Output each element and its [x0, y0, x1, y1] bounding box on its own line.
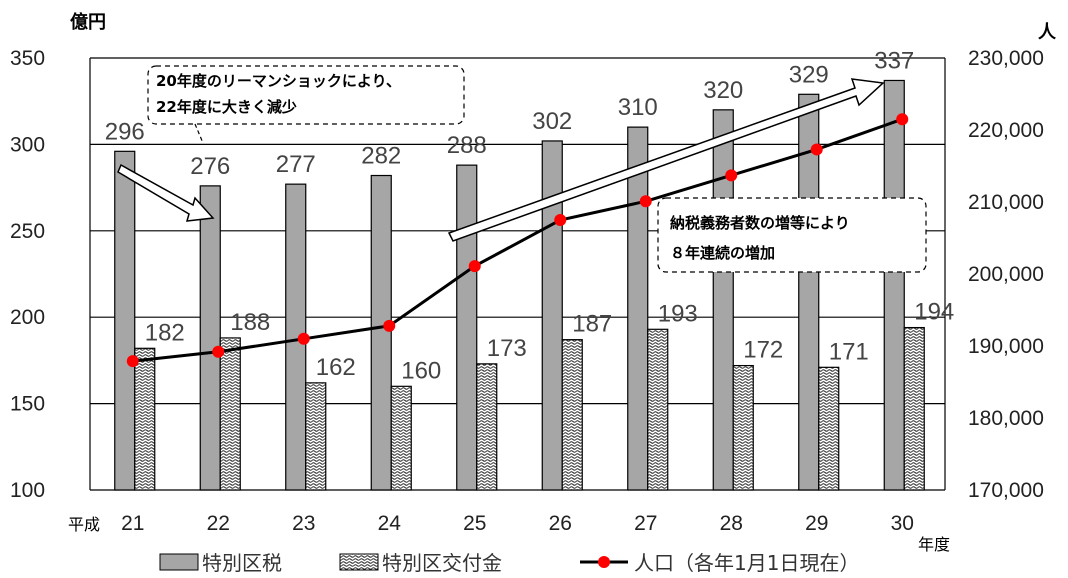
bar-grant	[305, 382, 327, 491]
x-tick-label: 23	[292, 512, 315, 535]
bar-grant	[647, 328, 669, 491]
bar-tax-label: 320	[703, 77, 743, 104]
decrease-arrow	[117, 163, 215, 222]
bar-grant-label: 173	[487, 335, 527, 362]
right-tick-label: 190,000	[968, 335, 1044, 358]
x-tick-label: 21	[121, 512, 144, 535]
bar-grant	[476, 363, 498, 491]
legend-marker-population	[598, 556, 610, 568]
bar-tax-label: 337	[874, 47, 914, 74]
left-tick-label: 100	[10, 479, 45, 502]
x-tick-label: 22	[207, 512, 230, 535]
legend-swatch-grant	[339, 553, 379, 571]
bar-grant-label: 194	[914, 299, 954, 326]
legend-label-population: 人口（各年1月1日現在）	[634, 551, 859, 575]
legend-label-grant: 特別区交付金	[382, 551, 502, 575]
bar-tax-label: 302	[532, 108, 572, 135]
callout-increase-line1: 納税義務者数の増等により	[670, 214, 850, 232]
left-tick-label: 300	[10, 133, 45, 156]
right-axis-ticks: 170,000 180,000 190,000 200,000 210,000 220,0…	[968, 47, 1044, 502]
population-point	[212, 345, 225, 358]
bar-grant-label: 162	[316, 354, 356, 381]
legend: 特別区税 特別区交付金 人口（各年1月1日現在）	[159, 551, 859, 575]
bar-tax	[456, 164, 478, 491]
bar-tax	[114, 150, 136, 491]
bar-grant-label: 172	[743, 337, 783, 364]
bar-grant-label: 171	[829, 338, 869, 365]
left-tick-label: 350	[10, 47, 45, 70]
population-point	[126, 355, 139, 368]
left-tick-label: 200	[10, 306, 45, 329]
left-tick-label: 150	[10, 393, 45, 416]
bars	[114, 79, 925, 491]
x-tick-label: 24	[378, 512, 402, 535]
bar-grant	[390, 385, 412, 491]
callout-lehman-line1: 20年度のリーマンショックにより、	[156, 72, 401, 90]
bar-grant-label: 193	[658, 300, 698, 327]
bar-tax-label: 296	[105, 118, 145, 145]
annotation-arrows	[117, 78, 885, 242]
bar-grant	[732, 364, 754, 491]
left-axis-unit: 億円	[70, 11, 106, 33]
right-tick-label: 200,000	[968, 263, 1044, 286]
population-point	[725, 169, 738, 182]
x-tick-label: 26	[549, 512, 572, 535]
bar-tax	[627, 126, 649, 491]
left-axis-ticks: 100 150 200 250 300 350	[10, 47, 45, 502]
legend-label-tax: 特別区税	[202, 551, 282, 575]
x-tick-label: 28	[720, 512, 743, 535]
bar-tax-label: 277	[276, 151, 316, 178]
bar-tax-label: 276	[190, 153, 230, 180]
population-point	[383, 319, 396, 332]
x-tick-label: 27	[634, 512, 657, 535]
bar-tax-label: 282	[361, 143, 401, 170]
bar-tax	[370, 174, 392, 491]
left-tick-label: 250	[10, 220, 45, 243]
callout-lehman-line2: 22年度に大きく減少	[156, 98, 297, 116]
population-point	[468, 260, 481, 273]
bar-grant	[134, 347, 156, 491]
x-axis-suffix: 年度	[918, 535, 950, 554]
bar-grant-label: 182	[145, 319, 185, 346]
bar-tax	[712, 109, 734, 491]
bar-tax-label: 329	[789, 61, 829, 88]
x-axis-ticks: 21 22 23 24 25 26 27 28 29 30	[121, 512, 914, 535]
population-point	[810, 143, 823, 156]
legend-swatch-tax	[159, 553, 199, 571]
bar-grant	[219, 337, 241, 491]
population-point	[554, 214, 567, 226]
population-point	[297, 332, 310, 345]
population-point	[639, 195, 652, 208]
bar-grant	[903, 326, 925, 491]
bar-tax	[199, 185, 221, 491]
bar-tax-label: 310	[618, 94, 658, 121]
population-line	[126, 113, 909, 368]
x-tick-label: 29	[805, 512, 828, 535]
x-tick-label: 30	[891, 512, 914, 535]
bar-tax	[883, 79, 905, 491]
callout-increase-line2: ８年連続の増加	[670, 244, 775, 262]
population-polyline	[132, 117, 903, 363]
x-axis-prefix: 平成	[68, 515, 100, 534]
bar-grant-label: 188	[230, 309, 270, 336]
callout-increase: 納税義務者数の増等により ８年連続の増加	[657, 197, 927, 273]
right-tick-label: 170,000	[968, 479, 1044, 502]
right-tick-label: 230,000	[968, 47, 1044, 70]
right-tick-label: 220,000	[968, 119, 1044, 142]
callout-lehman: 20年度のリーマンショックにより、 22年度に大きく減少	[147, 65, 465, 144]
bar-labels: 296 182 276 188 277 162 282 160 288 173 302 187 310 1…	[105, 47, 955, 384]
bar-grant-label: 187	[572, 311, 612, 338]
bar-tax	[798, 93, 820, 491]
bar-tax-label: 288	[447, 132, 487, 159]
right-tick-label: 180,000	[968, 407, 1044, 430]
right-axis-unit: 人	[1038, 22, 1057, 43]
bar-grant-label: 160	[401, 357, 441, 384]
x-tick-label: 25	[463, 512, 486, 535]
right-tick-label: 210,000	[968, 191, 1044, 214]
population-point	[896, 113, 909, 126]
bar-grant	[818, 366, 840, 491]
increase-arrow	[447, 78, 885, 242]
bar-grant	[561, 339, 583, 491]
